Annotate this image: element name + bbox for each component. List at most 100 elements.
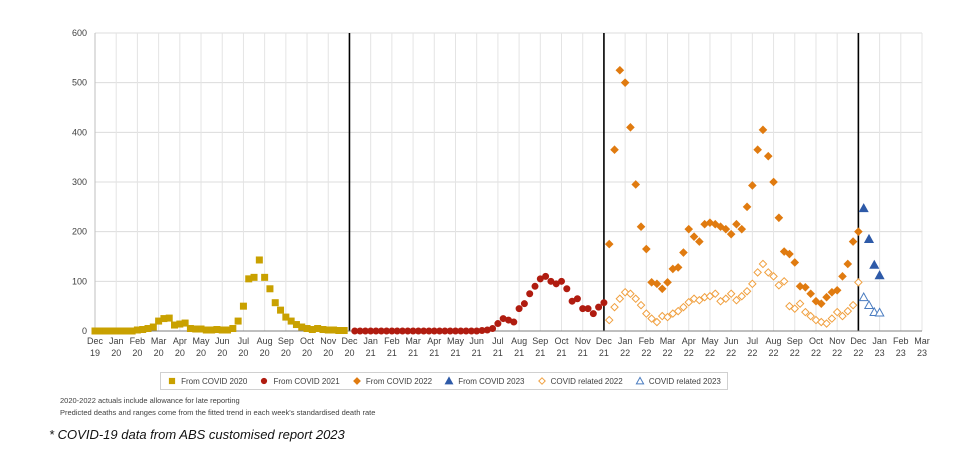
x-tick-month: Oct <box>555 336 570 346</box>
data-point <box>753 268 762 277</box>
source-footnote: * COVID-19 data from ABS customised repo… <box>49 427 345 442</box>
data-point <box>695 237 704 246</box>
data-point <box>636 300 646 310</box>
x-tick-label: Mar 22 <box>660 336 676 358</box>
data-point <box>863 299 875 310</box>
data-point <box>806 311 815 321</box>
data-point <box>181 319 189 327</box>
x-tick-year: 20 <box>344 348 354 358</box>
data-point <box>277 306 285 314</box>
data-point <box>652 317 662 327</box>
data-point <box>854 227 863 236</box>
x-tick-year: 22 <box>832 348 842 358</box>
data-point <box>832 307 842 317</box>
x-tick-label: Feb 22 <box>639 336 655 358</box>
x-tick-label: Dec 22 <box>850 336 867 358</box>
x-tick-year: 20 <box>302 348 312 358</box>
data-point <box>589 310 597 318</box>
data-point <box>827 314 837 323</box>
legend-label: COVID related 2022 <box>550 376 623 386</box>
x-tick-label: May 20 <box>193 336 211 358</box>
x-tick-month: Dec <box>87 336 104 346</box>
note-late-reporting: 2020-2022 actuals include allowance for … <box>60 396 240 405</box>
x-tick-month: Oct <box>809 336 824 346</box>
x-tick-month: May <box>447 336 465 346</box>
data-point <box>838 272 847 281</box>
x-tick-label: Mar 20 <box>151 336 167 358</box>
data-point <box>636 222 646 232</box>
x-tick-label: Jan 21 <box>363 336 378 358</box>
x-tick-month: Jan <box>363 336 378 346</box>
x-tick-year: 20 <box>281 348 291 358</box>
x-tick-month: Jan <box>109 336 124 346</box>
x-tick-labels: Dec 19 Jan 20 Feb 20 Mar 20 Apr 20 May 20 Jun 20 Jul 20… <box>87 336 930 358</box>
x-tick-month: Apr <box>682 336 696 346</box>
legend-label: From COVID 2023 <box>458 376 525 386</box>
y-tick-label: 600 <box>72 28 87 38</box>
x-tick-year: 22 <box>620 348 630 358</box>
data-point <box>652 279 662 289</box>
data-point <box>600 299 608 307</box>
x-tick-label: Dec 19 <box>87 336 104 358</box>
data-point <box>642 244 651 254</box>
x-tick-year: 20 <box>111 348 121 358</box>
data-point <box>843 259 853 269</box>
legend-marker <box>261 377 268 385</box>
legend-label: From COVID 2022 <box>365 376 433 386</box>
x-tick-month: Feb <box>384 336 400 346</box>
x-tick-label: Oct 22 <box>809 336 824 358</box>
x-tick-label: Aug 20 <box>257 336 273 358</box>
data-point <box>874 307 885 317</box>
x-tick-label: Sep 21 <box>532 336 548 358</box>
x-tick-label: Dec 21 <box>596 336 613 358</box>
data-point <box>843 306 853 316</box>
x-tick-month: Oct <box>300 336 315 346</box>
data-point <box>848 300 858 310</box>
series-from-covid-2023 <box>858 203 885 280</box>
x-tick-month: Feb <box>639 336 655 346</box>
legend-marker-icon <box>444 376 454 385</box>
data-point <box>595 303 603 311</box>
y-tick-label: 200 <box>72 227 87 237</box>
x-tick-month: Jan <box>618 336 633 346</box>
data-point <box>558 277 566 285</box>
x-tick-label: Feb 21 <box>384 336 400 358</box>
data-point <box>149 323 157 331</box>
x-tick-label: Jun 20 <box>215 336 230 358</box>
x-tick-year: 23 <box>875 348 885 358</box>
x-tick-label: Apr 22 <box>682 336 696 358</box>
data-point <box>716 222 725 232</box>
data-point <box>673 306 683 316</box>
data-point <box>721 294 731 304</box>
data-point <box>795 281 805 291</box>
y-tick-label: 500 <box>72 78 87 88</box>
data-point <box>806 289 815 299</box>
data-point <box>848 237 858 246</box>
x-tick-month: Aug <box>257 336 273 346</box>
x-tick-month: Nov <box>829 336 846 346</box>
data-point <box>795 299 805 308</box>
x-tick-year: 22 <box>641 348 651 358</box>
data-point <box>250 273 258 281</box>
x-tick-month: Nov <box>575 336 592 346</box>
x-tick-year: 23 <box>917 348 927 358</box>
legend-item: From COVID 2020 <box>167 376 247 386</box>
x-tick-year: 20 <box>196 348 206 358</box>
x-tick-label: Jul 22 <box>747 336 759 358</box>
data-point <box>790 258 800 267</box>
data-point <box>515 305 523 313</box>
x-tick-year: 21 <box>535 348 545 358</box>
data-point <box>510 318 518 326</box>
data-point <box>769 272 778 281</box>
series-covid-related-2022 <box>604 259 863 328</box>
x-tick-year: 21 <box>557 348 567 358</box>
x-tick-month: Dec <box>850 336 867 346</box>
data-point <box>816 317 826 327</box>
x-tick-year: 22 <box>769 348 779 358</box>
data-point <box>610 145 619 155</box>
x-tick-month: Aug <box>511 336 527 346</box>
x-tick-year: 23 <box>896 348 906 358</box>
data-point <box>748 181 757 190</box>
x-tick-month: Jul <box>747 336 759 346</box>
